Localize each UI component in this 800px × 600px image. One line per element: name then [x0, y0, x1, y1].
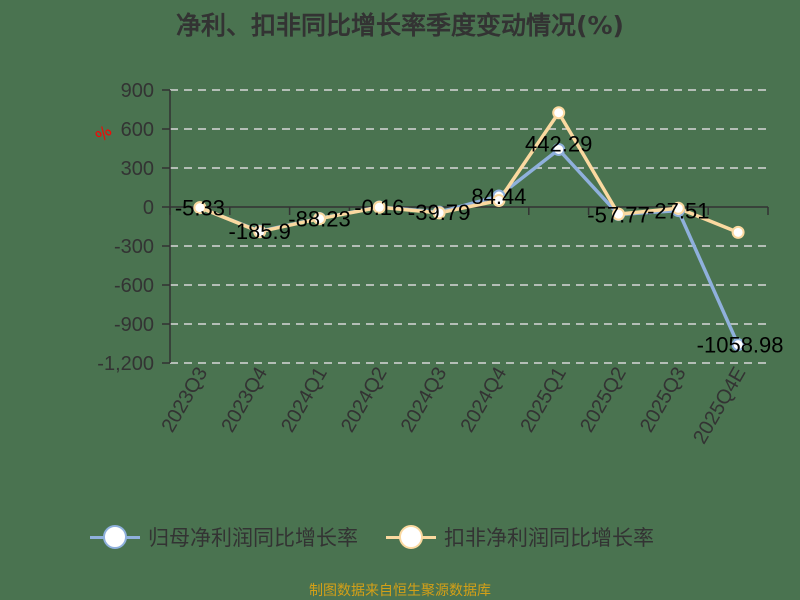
- x-tick-label: 2025Q3: [636, 364, 691, 437]
- data-point[interactable]: [731, 225, 745, 239]
- line-chart: 900 600 300 0 -300 -600 -900 -1,200 2023Q3 2023Q…: [97, 80, 784, 448]
- data-point[interactable]: [671, 201, 685, 215]
- data-source-footer: 制图数据来自恒生聚源数据库: [309, 583, 491, 599]
- data-label: -1058.98: [697, 333, 784, 358]
- data-label: -0.16: [354, 195, 404, 220]
- x-tick-label: 2024Q3: [397, 363, 452, 436]
- x-tick-label: 2024Q2: [337, 364, 392, 437]
- series-line-parent-net-profit: [199, 147, 740, 346]
- y-tick-label: 600: [121, 119, 154, 141]
- legend-label: 扣非净利润同比增长率: [444, 526, 654, 550]
- data-label: -57.77: [587, 203, 649, 228]
- series-lines: [193, 106, 745, 352]
- data-label: 84.44: [471, 184, 526, 209]
- x-axis-ticks: 2023Q3 2023Q4 2024Q1 2024Q2 2024Q3 2024Q4 2025…: [158, 363, 751, 447]
- y-tick-label: -300: [114, 236, 154, 258]
- y-tick-label: 300: [121, 158, 154, 180]
- legend-marker-icon: [386, 525, 436, 549]
- data-point[interactable]: [552, 143, 566, 157]
- legend-item-deducted-net-profit[interactable]: 扣非净利润同比增长率: [386, 522, 654, 552]
- series-line-deducted-net-profit: [199, 111, 739, 234]
- data-point[interactable]: [253, 225, 267, 239]
- x-tick-label: 2023Q4: [217, 364, 272, 437]
- x-tick-label: 2023Q3: [158, 364, 213, 437]
- data-label: -39.79: [408, 200, 470, 225]
- y-tick-label: 0: [143, 197, 154, 219]
- legend-item-parent-net-profit[interactable]: 归母净利润同比增长率: [90, 522, 358, 552]
- y-tick-label: -1,200: [97, 353, 154, 375]
- data-label: -88.23: [288, 206, 350, 231]
- data-point[interactable]: [612, 207, 625, 221]
- y-tick-label: 900: [121, 80, 154, 102]
- legend-marker-icon: [90, 525, 140, 549]
- data-point[interactable]: [552, 106, 566, 120]
- chart-title: 净利、扣非同比增长率季度变动情况(%): [176, 11, 624, 40]
- data-point[interactable]: [372, 200, 386, 214]
- y-tick-label: -900: [114, 314, 154, 336]
- data-label: -185.9: [229, 219, 291, 244]
- x-tick-label: 2024Q4: [457, 364, 512, 437]
- data-point[interactable]: [432, 206, 446, 220]
- grid-lines: [170, 89, 768, 364]
- data-label: -5.33: [175, 196, 225, 221]
- data-point[interactable]: [731, 338, 745, 352]
- data-point[interactable]: [193, 201, 207, 215]
- y-axis-ticks: 900 600 300 0 -300 -600 -900 -1,200: [97, 80, 154, 375]
- x-tick-label: 2024Q1: [277, 364, 332, 437]
- legend: 归母净利润同比增长率 扣非净利润同比增长率: [90, 522, 682, 552]
- data-point[interactable]: [492, 194, 506, 207]
- x-tick-label: 2025Q4E: [689, 364, 750, 448]
- data-label: -27.51: [647, 199, 709, 224]
- x-tick-label: 2025Q1: [516, 364, 571, 437]
- legend-label: 归母净利润同比增长率: [148, 526, 358, 550]
- data-point[interactable]: [313, 212, 326, 226]
- data-label: 442.29: [525, 132, 592, 157]
- x-tick-label: 2025Q2: [576, 364, 631, 437]
- y-tick-label: -600: [114, 275, 154, 297]
